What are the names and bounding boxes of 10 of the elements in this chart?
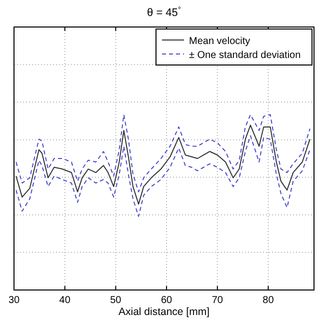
x-tick-label: 30 bbox=[8, 295, 20, 306]
legend-label: ± One standard deviation bbox=[189, 50, 301, 61]
x-tick-label: 40 bbox=[59, 295, 71, 306]
x-tick-label: 80 bbox=[262, 295, 274, 306]
chart-title: θ = 45$^{°}$ bbox=[147, 4, 181, 19]
x-tick-label: 70 bbox=[212, 295, 224, 306]
legend-label: Mean velocity bbox=[189, 36, 250, 47]
x-tick-label: 60 bbox=[160, 295, 173, 306]
x-axis-title: Axial distance [mm] bbox=[118, 306, 210, 318]
x-tick-label: 50 bbox=[110, 295, 122, 306]
